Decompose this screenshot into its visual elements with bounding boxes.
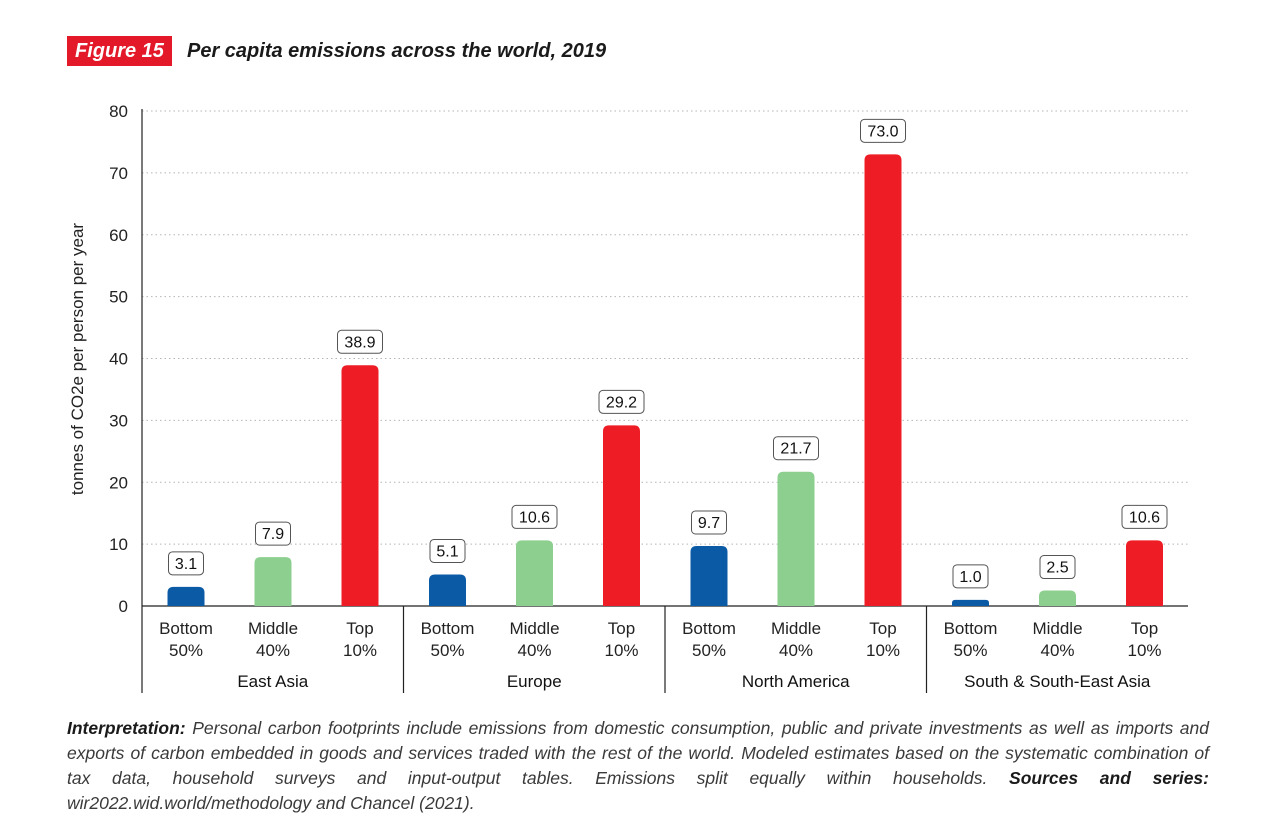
bar [690, 545, 728, 606]
y-tick-label: 30 [109, 411, 128, 430]
value-label: 9.7 [698, 515, 720, 532]
group-label: East Asia [237, 672, 308, 691]
bar [603, 425, 640, 606]
y-tick-label: 80 [109, 102, 128, 121]
category-label-line2: 10% [604, 641, 638, 660]
value-label-box [773, 436, 819, 461]
category-label-line1: Bottom [159, 619, 213, 638]
category-label-line1: Top [346, 619, 373, 638]
category-label-line1: Bottom [944, 619, 998, 638]
bar-chart: 0 10 20 30 40 50 60 70 80 tonnes of CO2e per pers… [68, 102, 1188, 693]
value-label-box [429, 538, 466, 563]
y-tick-label: 0 [119, 597, 128, 616]
value-label-box [255, 521, 291, 546]
bar [952, 599, 989, 606]
value-label: 10.6 [519, 509, 550, 526]
category-label-line1: Top [608, 619, 635, 638]
figure-title: Per capita emissions across the world, 2… [187, 40, 607, 62]
value-label: 3.1 [175, 556, 197, 573]
category-label-line1: Top [869, 619, 896, 638]
bar [341, 365, 379, 606]
y-tick-label: 40 [109, 350, 128, 369]
value-label-box [691, 510, 727, 535]
value-label: 5.1 [436, 543, 458, 560]
category-label-line1: Middle [509, 619, 559, 638]
interpretation-text: Personal carbon footprints include emiss… [67, 718, 1209, 788]
group-label: Europe [507, 672, 562, 691]
bar [864, 154, 902, 606]
value-label-box [860, 118, 906, 143]
y-tick-label: 60 [109, 226, 128, 245]
value-label: 7.9 [262, 526, 284, 543]
value-label: 21.7 [780, 441, 811, 458]
bar [167, 586, 205, 606]
sources-label: Sources and series: [1009, 768, 1209, 788]
bar [429, 574, 466, 606]
category-label-line1: Middle [771, 619, 821, 638]
value-label-box [1039, 555, 1076, 580]
value-label: 38.9 [344, 334, 375, 351]
category-label-line1: Top [1131, 619, 1158, 638]
value-label: 10.6 [1129, 509, 1160, 526]
category-label-line2: 50% [692, 641, 726, 660]
y-axis-title: tonnes of CO2e per person per year [68, 223, 87, 495]
bar [777, 471, 815, 606]
y-tick-label: 70 [109, 164, 128, 183]
y-tick-label: 20 [109, 473, 128, 492]
category-label-line2: 50% [953, 641, 987, 660]
value-label: 1.0 [959, 569, 981, 586]
value-label-box [337, 329, 383, 354]
category-label-line1: Middle [248, 619, 298, 638]
value-label: 73.0 [867, 123, 898, 140]
figure-number: Figure 15 [67, 36, 172, 66]
category-label-line2: 50% [169, 641, 203, 660]
category-label-line2: 50% [430, 641, 464, 660]
sources-text: wir2022.wid.world/methodology and Chance… [67, 793, 475, 813]
category-label-line1: Bottom [421, 619, 475, 638]
category-label-line1: Middle [1032, 619, 1082, 638]
value-label-box [598, 389, 645, 414]
category-label-line2: 40% [1040, 641, 1074, 660]
y-tick-label: 10 [109, 535, 128, 554]
value-label-box [952, 564, 989, 589]
category-label-line2: 40% [517, 641, 551, 660]
bar [254, 557, 292, 606]
category-label-line2: 10% [1127, 641, 1161, 660]
bar [1126, 540, 1163, 606]
group-label: North America [742, 672, 850, 691]
bar [1039, 590, 1076, 606]
category-label-line2: 40% [256, 641, 290, 660]
interpretation-note: Interpretation: Personal carbon footprin… [67, 716, 1209, 816]
interpretation-label: Interpretation: [67, 718, 186, 738]
value-label: 2.5 [1046, 560, 1068, 577]
value-label-box [511, 504, 558, 529]
value-label: 29.2 [606, 394, 637, 411]
category-label-line2: 10% [866, 641, 900, 660]
category-label-line2: 10% [343, 641, 377, 660]
group-label: South & South-East Asia [964, 672, 1151, 691]
y-tick-label: 50 [109, 288, 128, 307]
category-label-line2: 40% [779, 641, 813, 660]
value-label-box [1121, 504, 1168, 529]
bar [516, 540, 553, 606]
category-label-line1: Bottom [682, 619, 736, 638]
value-label-box [168, 551, 204, 576]
